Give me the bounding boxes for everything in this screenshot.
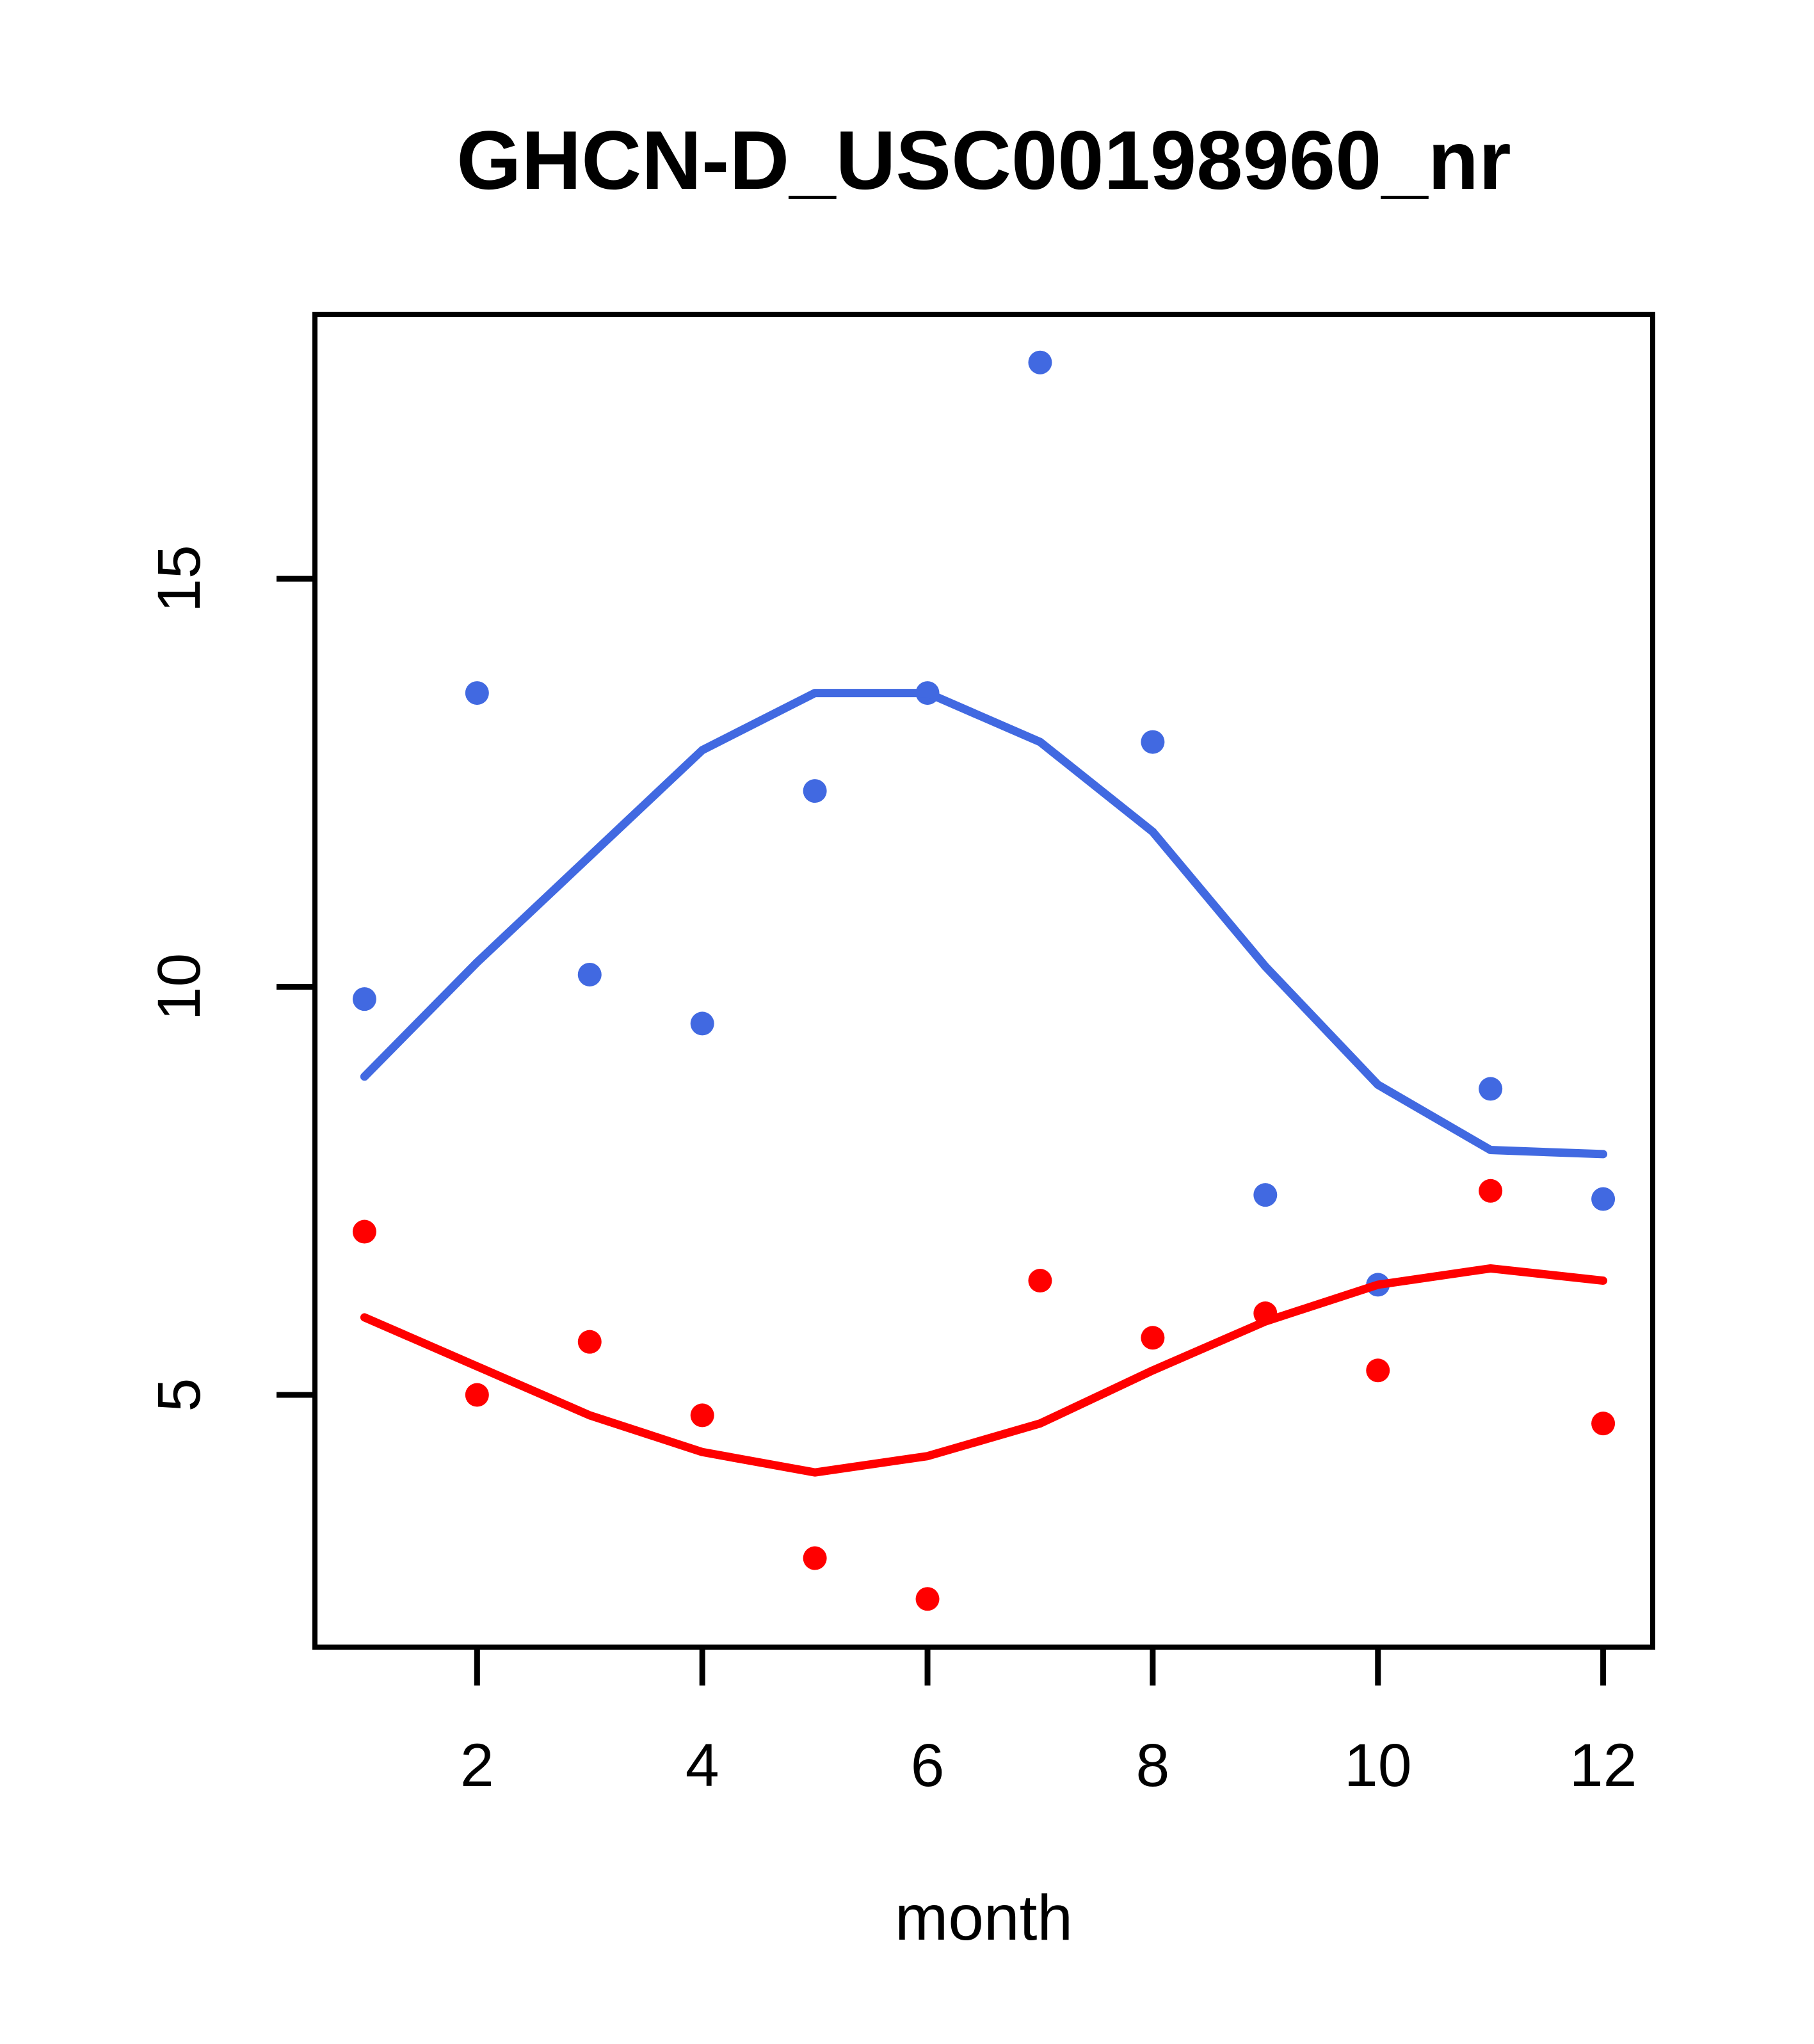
red-point [1591, 1412, 1616, 1436]
blue-point [690, 1011, 714, 1036]
blue-smooth-line [360, 689, 1608, 1159]
blue-point [1141, 730, 1165, 754]
x-tick-label: 10 [1344, 1732, 1412, 1799]
red-point [352, 1219, 376, 1244]
y-tick-label: 10 [145, 953, 213, 1021]
red-point [1366, 1358, 1390, 1383]
x-tick-label: 8 [1136, 1732, 1169, 1799]
red-point [803, 1546, 827, 1570]
x-tick-label: 6 [911, 1732, 945, 1799]
x-axis-label: month [895, 1882, 1073, 1954]
y-tick-label: 15 [145, 545, 213, 613]
x-tick-label: 12 [1569, 1732, 1637, 1799]
blue-point [1028, 350, 1052, 374]
y-tick-label: 5 [145, 1378, 213, 1412]
red-point [577, 1330, 602, 1354]
plot-box [312, 312, 1655, 1650]
x-tick-label: 2 [460, 1732, 494, 1799]
y-axis: 5 10 15 [145, 545, 315, 1412]
red-point [1028, 1269, 1052, 1293]
red-point [465, 1383, 489, 1407]
blue-point [577, 962, 602, 986]
x-axis: 2 4 6 8 10 12 [460, 1647, 1637, 1799]
x-tick-label: 4 [686, 1732, 719, 1799]
blue-point [352, 987, 376, 1011]
red-point [1479, 1179, 1503, 1203]
blue-point [1479, 1077, 1503, 1101]
chart-title: GHCN-D_USC00198960_nr [456, 113, 1511, 207]
blue-point [465, 681, 489, 705]
red-point [690, 1403, 714, 1428]
blue-point [1591, 1187, 1616, 1211]
red-point [915, 1587, 940, 1611]
red-smooth-line [360, 1264, 1608, 1477]
series-layer [352, 350, 1616, 1611]
blue-point [803, 779, 827, 803]
red-point [1141, 1326, 1165, 1350]
blue-point [1253, 1183, 1278, 1207]
